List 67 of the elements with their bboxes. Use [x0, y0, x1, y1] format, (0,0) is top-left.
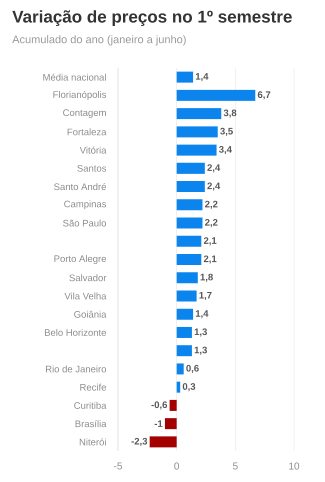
bar	[164, 418, 177, 430]
bar	[176, 345, 192, 356]
x-tick-label: 10	[289, 462, 300, 470]
bar	[176, 236, 202, 247]
data-label: 2,1	[204, 237, 216, 246]
data-label: 3,4	[218, 146, 232, 154]
y-tick-label: Niterói	[80, 438, 106, 446]
data-label: 3,8	[224, 110, 236, 118]
bar	[176, 90, 256, 101]
x-tick-label: 0	[174, 462, 180, 470]
y-tick-label: Campinas	[64, 200, 106, 210]
data-label: 1,7	[199, 292, 212, 300]
bar	[176, 144, 217, 156]
bar	[176, 254, 202, 266]
y-tick-label: Florianópolis	[53, 90, 106, 100]
data-label: 2,2	[205, 200, 218, 209]
data-label: 1,4	[196, 310, 208, 318]
data-label: 1,3	[194, 346, 207, 355]
data-label: -0,6	[151, 401, 168, 410]
y-tick-label: Brasília	[76, 420, 106, 428]
bar	[176, 326, 192, 338]
y-tick-label: Rio de Janeiro	[46, 365, 106, 372]
y-tick-label: Porto Alegre	[54, 255, 106, 264]
y-tick-label: Média nacional	[43, 74, 106, 81]
bar	[176, 218, 202, 229]
data-label: 2,2	[205, 218, 218, 228]
bar	[176, 126, 218, 138]
data-label: 2,4	[207, 182, 220, 191]
bar	[176, 162, 205, 174]
data-label: -2,3	[131, 438, 148, 446]
bar	[170, 400, 177, 411]
data-label: 0,3	[182, 383, 196, 392]
bar	[150, 436, 177, 448]
y-tick-label: Fortaleza	[68, 128, 106, 136]
bar	[176, 308, 194, 320]
y-tick-label: Goiânia	[74, 310, 106, 318]
y-tick-label: Vila Velha	[64, 292, 106, 300]
chart-subtitle: Acumulado do ano (janeiro a junho)	[12, 35, 186, 46]
data-label: 2,4	[207, 164, 220, 172]
data-label: 1,3	[194, 328, 207, 337]
bar	[176, 382, 180, 393]
data-label: 6,7	[258, 91, 270, 100]
y-tick-label: Vitória	[80, 146, 106, 154]
y-tick-label: Recife	[80, 384, 106, 391]
y-tick-label: Contagem	[63, 109, 106, 118]
bar	[176, 290, 197, 302]
bar	[176, 72, 194, 83]
bar	[176, 108, 222, 120]
bar	[176, 199, 202, 210]
data-label: 3,5	[220, 128, 233, 136]
data-label: 0,6	[186, 364, 199, 373]
data-label: 2,1	[204, 255, 216, 264]
y-tick-label: Belo Horizonte	[44, 328, 106, 336]
bar	[176, 363, 184, 374]
y-tick-label: Santos	[77, 164, 106, 172]
x-tick-label: -5	[114, 462, 122, 470]
data-label: 1,4	[196, 73, 208, 82]
bar	[176, 272, 198, 284]
data-label: 1,8	[200, 274, 213, 282]
data-label: -1	[154, 420, 162, 427]
x-tick-label: 5	[232, 462, 238, 470]
bar	[176, 181, 205, 192]
y-tick-label: Salvador	[69, 274, 106, 282]
y-tick-label: São Paulo	[63, 220, 106, 227]
y-tick-label: Curitiba	[74, 402, 106, 409]
y-tick-label: Santo André	[54, 183, 106, 190]
chart-title: Variação de preços no 1º semestre	[12, 10, 292, 26]
